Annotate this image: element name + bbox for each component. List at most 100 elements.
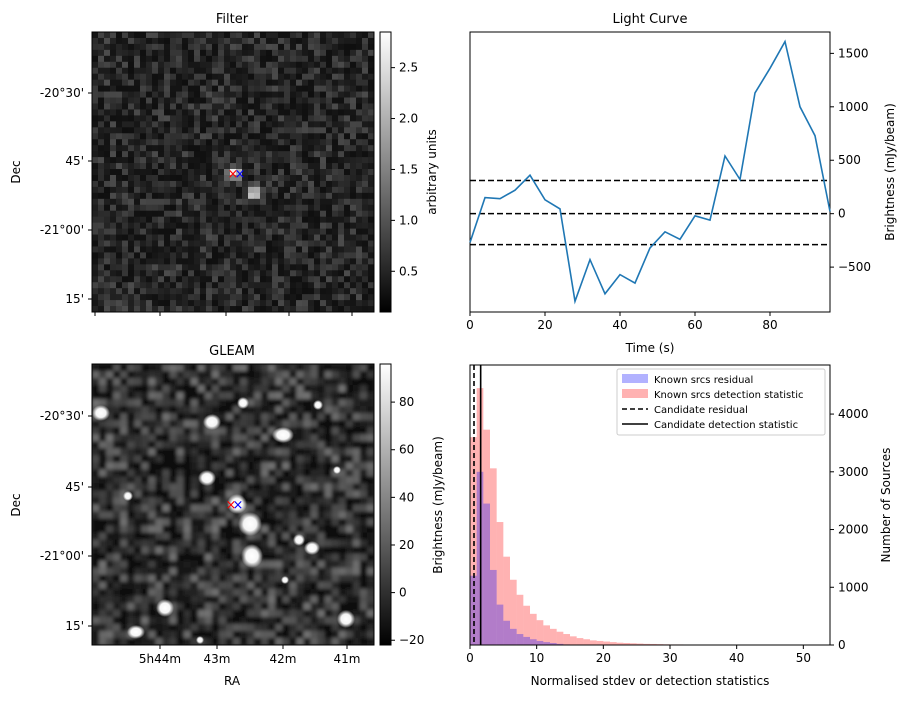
light-curve-ytick-label: 0: [838, 207, 846, 221]
gleam-source: [92, 405, 110, 421]
histogram-ytick-label: 4000: [838, 407, 869, 421]
light-curve-xtick-label: 0: [466, 318, 474, 332]
light-curve-ytick-label: −500: [838, 260, 871, 274]
histogram-ytick-label: 1000: [838, 580, 869, 594]
histogram-bar: [503, 621, 510, 645]
histogram-ytick-label: 0: [838, 638, 846, 652]
histogram-bar: [570, 636, 577, 645]
histogram-bar: [523, 637, 530, 645]
light-curve-y-ticks: −500 0 500 1000 1500: [830, 46, 871, 274]
filter-ylabel: Dec: [9, 160, 23, 183]
filter-ytick-label: 15': [65, 292, 84, 306]
gleam-title: GLEAM: [209, 344, 255, 359]
gleam-source: [272, 427, 294, 443]
gleam-ytick-label: -21°00': [40, 549, 84, 563]
light-curve-ylabel: Brightness (mJy/beam): [883, 103, 897, 241]
histogram-bar: [497, 605, 504, 645]
legend-label-detection: Known srcs detection statistic: [654, 390, 803, 401]
gleam-source: [156, 599, 174, 617]
gleam-source: [196, 636, 204, 644]
light-curve-ytick-label: 500: [838, 153, 861, 167]
gleam-source: [304, 541, 320, 555]
histogram-ytick-label: 3000: [838, 465, 869, 479]
gleam-xtick-label: 5h44m: [139, 652, 181, 666]
legend-label-residual: Known srcs residual: [654, 375, 753, 386]
gleam-source: [333, 466, 341, 474]
histogram-ytick-label: 2000: [838, 523, 869, 537]
histogram-bar: [603, 642, 610, 645]
gleam-source: [337, 610, 355, 628]
gleam-colorbar: [380, 364, 391, 645]
filter-blue-x-marker: ×: [235, 167, 246, 182]
gleam-source: [238, 512, 262, 536]
gleam-xtick-label: 43m: [204, 652, 231, 666]
histogram-xtick-label: 10: [529, 651, 544, 665]
filter-colorbar-tick-label: 2.0: [399, 112, 418, 126]
light-curve-ytick-label: 1500: [838, 46, 869, 60]
filter-colorbar-ticks: 0.5 1.0 1.5 2.0 2.5: [391, 61, 418, 279]
gleam-source: [203, 414, 221, 430]
gleam-colorbar-tick-label: 0: [399, 586, 407, 600]
light-curve-threshold-lines: [470, 181, 830, 245]
filter-colorbar-tick-label: 0.5: [399, 264, 418, 278]
histogram-bar: [517, 634, 524, 645]
gleam-xlabel: RA: [224, 674, 241, 688]
light-curve-xtick-label: 40: [612, 318, 627, 332]
histogram-bar: [490, 570, 497, 645]
histogram-bar: [530, 639, 537, 645]
filter-panel: Filter ×× -20°30'45'-21°00'15' Dec 0.51.…: [9, 12, 439, 316]
gleam-source: [123, 491, 133, 501]
gleam-source: [237, 397, 249, 409]
gleam-xtick-label: 42m: [270, 652, 297, 666]
filter-colorbar-label: arbitrary units: [425, 129, 439, 215]
histogram-legend: Known srcs residual Known srcs detection…: [617, 369, 825, 435]
gleam-colorbar-label: Brightness (mJy/beam): [431, 436, 445, 574]
gleam-colorbar-tick-label: 40: [399, 490, 414, 504]
gleam-colorbar-tick-label: 20: [399, 538, 414, 552]
filter-x-ticks: [95, 312, 352, 316]
gleam-source: [293, 534, 305, 546]
gleam-source: [241, 544, 263, 568]
legend-swatch-residual: [622, 374, 648, 383]
light-curve-xlabel: Time (s): [625, 341, 675, 355]
filter-colorbar-tick-label: 1.5: [399, 162, 418, 176]
histogram-xtick-label: 50: [796, 651, 811, 665]
histogram-y-ticks: 0 1000 2000 3000 4000: [830, 407, 869, 652]
histogram-bar: [550, 629, 557, 645]
gleam-colorbar-tick-label: 80: [399, 395, 414, 409]
gleam-source: [313, 400, 323, 410]
light-curve-ytick-label: 1000: [838, 100, 869, 114]
gleam-source: [127, 625, 145, 639]
gleam-source: [281, 576, 289, 584]
histogram-xtick-label: 0: [466, 651, 474, 665]
histogram-bar: [563, 634, 570, 645]
gleam-blue-x-marker: ×: [233, 498, 244, 513]
filter-title: Filter: [216, 12, 249, 27]
histogram-bar: [583, 639, 590, 645]
filter-colorbar-tick-label: 2.5: [399, 61, 418, 75]
gleam-ytick-label: 15': [65, 619, 84, 633]
filter-candidate-markers: ××: [228, 167, 246, 182]
light-curve-xtick-label: 20: [537, 318, 552, 332]
filter-ytick-label: -20°30': [40, 86, 84, 100]
gleam-candidate-markers: ××: [226, 498, 244, 513]
filter-colorbar-tick-label: 1.0: [399, 213, 418, 227]
histogram-xtick-label: 40: [729, 651, 744, 665]
light-curve-title: Light Curve: [613, 12, 688, 27]
light-curve-series: [470, 42, 830, 302]
histogram-ylabel: Number of Sources: [879, 448, 893, 563]
histogram-bar: [470, 576, 477, 645]
gleam-ylabel: Dec: [9, 493, 23, 516]
gleam-ytick-label: -20°30': [40, 409, 84, 423]
light-curve-xtick-label: 60: [687, 318, 702, 332]
histogram-xtick-label: 20: [596, 651, 611, 665]
light-curve-frame: [470, 32, 830, 312]
legend-swatch-detection: [622, 389, 648, 398]
